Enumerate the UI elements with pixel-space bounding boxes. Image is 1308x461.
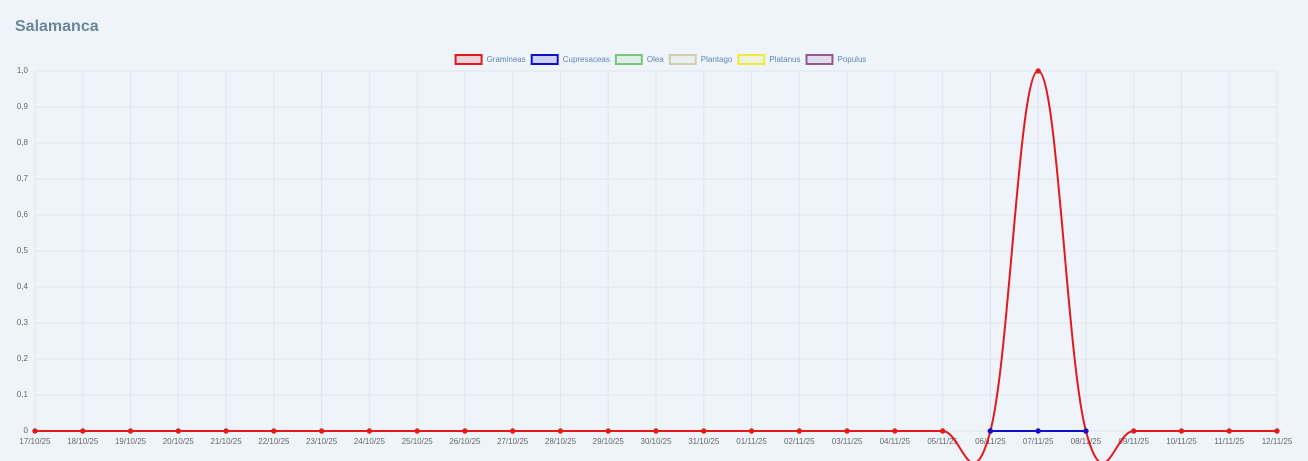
x-tick-label: 23/10/25: [306, 437, 338, 446]
data-point: [366, 428, 373, 434]
x-tick-label: 04/11/25: [880, 437, 911, 446]
data-point: [892, 428, 898, 434]
legend-swatch: [737, 54, 766, 65]
legend-label: Gramineas: [487, 55, 526, 64]
x-tick-label: 30/10/25: [640, 437, 672, 446]
legend-swatch: [668, 54, 697, 65]
data-point: [844, 428, 850, 434]
data-point: [1226, 428, 1232, 434]
y-tick-label: 1,0: [17, 66, 29, 75]
x-tick-label: 08/11/25: [1071, 437, 1102, 446]
x-tick-label: 22/10/25: [258, 437, 290, 446]
legend-item: Plantago: [668, 54, 733, 65]
y-tick-label: 0,1: [17, 390, 29, 399]
data-point: [462, 428, 468, 434]
data-point: [1035, 68, 1041, 74]
legend-item: Gramineas: [454, 54, 526, 65]
legend-swatch: [614, 54, 643, 65]
x-tick-label: 27/10/25: [497, 437, 529, 446]
x-tick-label: 03/11/25: [832, 437, 863, 446]
legend-label: Olea: [647, 55, 664, 64]
data-point: [987, 428, 994, 434]
legend-item: Olea: [614, 54, 664, 65]
x-tick-label: 06/11/25: [975, 437, 1006, 446]
legend-item: Cupresaceas: [530, 54, 610, 65]
legend-swatch: [454, 54, 483, 65]
y-tick-label: 0,8: [17, 138, 29, 147]
legend-label: Cupresaceas: [563, 55, 610, 64]
x-tick-label: 19/10/25: [115, 437, 147, 446]
data-point: [80, 428, 86, 434]
data-point: [701, 428, 707, 434]
data-point: [223, 428, 229, 434]
data-point: [1130, 428, 1137, 434]
x-tick-label: 12/11/25: [1262, 437, 1293, 446]
y-tick-label: 0,5: [17, 246, 29, 255]
data-point: [1035, 428, 1041, 434]
x-tick-label: 21/10/25: [211, 437, 243, 446]
data-point: [748, 428, 755, 434]
legend-label: Populus: [837, 55, 866, 64]
x-tick-label: 20/10/25: [163, 437, 195, 446]
x-tick-label: 17/10/25: [19, 437, 51, 446]
y-tick-label: 0: [24, 426, 29, 435]
data-point: [414, 428, 420, 434]
legend-item: Populus: [805, 54, 866, 65]
data-point: [509, 428, 516, 434]
legend-item: Platanus: [737, 54, 800, 65]
y-tick-label: 0,4: [17, 282, 29, 291]
data-point: [1178, 428, 1185, 434]
x-tick-label: 26/10/25: [449, 437, 481, 446]
x-tick-label: 24/10/25: [354, 437, 386, 446]
x-tick-label: 10/11/25: [1166, 437, 1197, 446]
y-tick-label: 0,2: [17, 354, 29, 363]
data-point: [557, 428, 564, 434]
legend-swatch: [530, 54, 559, 65]
data-point: [653, 428, 659, 434]
legend-label: Plantago: [701, 55, 733, 64]
legend: Gramineas Cupresaceas Olea Plantago Platanus…: [454, 54, 866, 65]
data-point: [796, 428, 803, 434]
data-point: [939, 428, 946, 434]
x-tick-label: 11/11/25: [1214, 437, 1245, 446]
x-tick-label: 07/11/25: [1023, 437, 1054, 446]
x-tick-label: 02/11/25: [784, 437, 815, 446]
x-tick-label: 05/11/25: [927, 437, 958, 446]
data-point: [605, 428, 611, 434]
data-point: [1274, 428, 1280, 434]
data-point: [318, 428, 325, 434]
x-tick-label: 01/11/25: [736, 437, 767, 446]
data-point: [127, 428, 134, 434]
x-tick-label: 18/10/25: [67, 437, 99, 446]
data-point: [1083, 428, 1089, 434]
y-tick-label: 0,9: [17, 102, 29, 111]
x-tick-label: 28/10/25: [545, 437, 577, 446]
data-point: [175, 428, 182, 434]
x-tick-label: 25/10/25: [402, 437, 434, 446]
x-tick-label: 29/10/25: [593, 437, 625, 446]
x-tick-label: 09/11/25: [1118, 437, 1149, 446]
y-tick-label: 0,3: [17, 318, 29, 327]
legend-label: Platanus: [769, 55, 800, 64]
y-tick-label: 0,7: [17, 174, 29, 183]
data-point: [271, 428, 277, 434]
x-tick-label: 31/10/25: [688, 437, 720, 446]
y-tick-label: 0,6: [17, 210, 29, 219]
data-point: [32, 428, 38, 434]
legend-swatch: [805, 54, 834, 65]
chart-title: Salamanca: [15, 18, 99, 35]
